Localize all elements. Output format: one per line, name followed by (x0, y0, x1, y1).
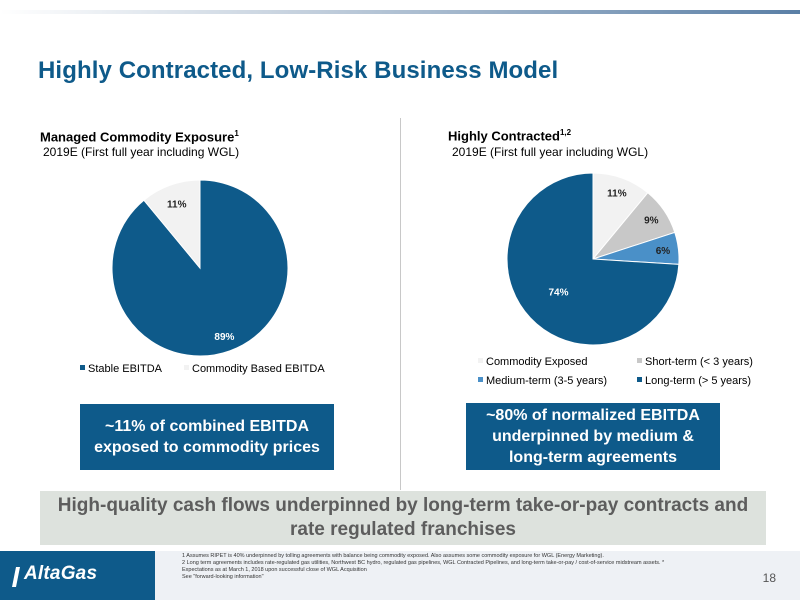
legend-item-medium-term: Medium-term (3-5 years) (478, 375, 607, 387)
pie-slice-1-3 (506, 172, 680, 346)
chart-1-callout: ~11% of combined EBITDA exposed to commo… (80, 404, 334, 470)
chart-1-title-block: Managed Commodity Exposure1 (40, 129, 239, 144)
legend-swatch (184, 365, 189, 370)
pie-label-1-0: 11% (607, 189, 627, 200)
pie-label-0-1: 11% (167, 199, 187, 210)
chart-1-subtitle: 2019E (First full year including WGL) (43, 145, 240, 159)
altagas-mark-icon (12, 567, 20, 587)
logo-box: AltaGas (0, 551, 155, 600)
pie-slice-0-0 (111, 179, 289, 357)
pie-label-1-1: 9% (644, 215, 659, 226)
footnote-1: 1 Assumes RIPET is 40% underpinned by to… (182, 553, 604, 559)
chart-2-title: Highly Contracted (448, 128, 560, 144)
chart-1-title: Managed Commodity Exposure (40, 129, 235, 145)
footnotes: 1 Assumes RIPET is 40% underpinned by to… (182, 553, 772, 581)
legend-swatch (80, 365, 85, 370)
chart-2-callout: ~80% of normalized EBITDA underpinned by… (466, 403, 720, 470)
legend-item-commodity-exposed: Commodity Exposed (478, 356, 588, 368)
legend-item-short-term: Short-term (< 3 years) (637, 356, 753, 368)
pie-label-1-2: 6% (656, 246, 671, 257)
footnote-4: See "forward-looking information" (182, 574, 264, 580)
legend-label: Commodity Exposed (486, 356, 588, 368)
altagas-logo: AltaGas (24, 563, 98, 584)
page-title: Highly Contracted, Low-Risk Business Mod… (38, 57, 559, 84)
top-rule (0, 10, 800, 14)
chart-2-subtitle: 2019E (First full year including WGL) (452, 145, 649, 159)
chart-1-title-footnote: 1 (234, 129, 239, 138)
footnote-3: Expectations as at March 1, 2018 upon su… (182, 567, 367, 573)
legend-label: Commodity Based EBITDA (192, 363, 325, 375)
pie-label-0-0: 89% (214, 332, 234, 343)
summary-banner: High-quality cash flows underpinned by l… (40, 491, 766, 545)
legend-swatch (637, 358, 642, 363)
pie-charts: 89% 11% 11% 9% 6% 74% (111, 172, 680, 357)
legend-item-stable-ebitda: Stable EBITDA (80, 363, 162, 375)
legend-label: Medium-term (3-5 years) (486, 375, 608, 387)
legend-label: Short-term (< 3 years) (645, 356, 753, 368)
footnote-2: 2 Long term agreements includes rate-reg… (182, 560, 665, 566)
legend-item-long-term: Long-term (> 5 years) (637, 375, 751, 387)
pie-slice-0-1 (143, 179, 201, 270)
legend-swatch (478, 377, 483, 382)
page-number: 18 (762, 571, 776, 585)
chart-2-title-footnote: 1,2 (559, 128, 572, 137)
column-divider (400, 118, 401, 490)
legend-label: Long-term (> 5 years) (645, 375, 752, 387)
legend-item-commodity-based-ebitda: Commodity Based EBITDA (184, 363, 325, 375)
pie-label-1-3: 74% (549, 287, 569, 298)
legend-label: Stable EBITDA (88, 363, 162, 375)
legend-swatch (637, 377, 642, 382)
legend-swatch (478, 358, 483, 363)
chart-2-title-block: Highly Contracted1,2 (448, 128, 571, 143)
